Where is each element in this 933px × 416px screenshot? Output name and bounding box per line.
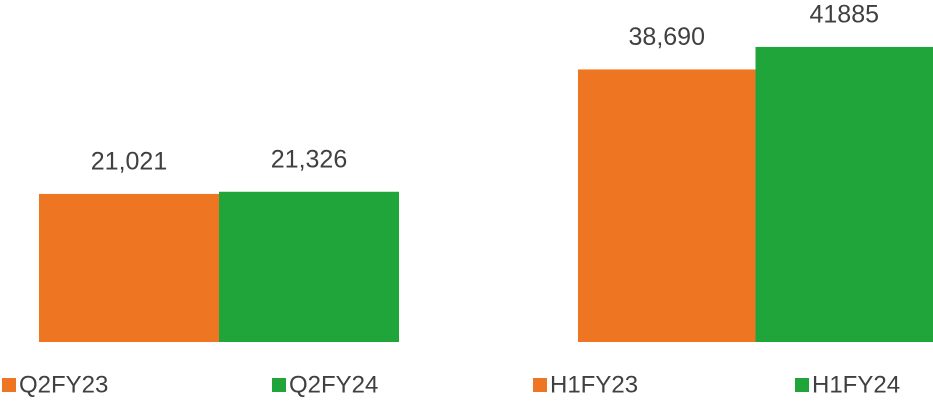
legend-label: Q2FY24 — [289, 371, 378, 398]
data-label: 21,326 — [271, 145, 347, 173]
bar — [755, 46, 933, 342]
legend-label: H1FY23 — [550, 371, 638, 398]
legend-swatch — [272, 378, 286, 392]
bar — [39, 193, 219, 342]
legend-label: Q2FY23 — [19, 371, 108, 398]
legend-swatch — [2, 378, 16, 392]
legend-swatch — [795, 378, 809, 392]
data-label: 38,690 — [629, 23, 705, 51]
legend-label: H1FY24 — [812, 371, 900, 398]
data-label: 41885 — [809, 1, 879, 29]
bar — [219, 191, 399, 342]
data-label: 21,021 — [91, 148, 167, 176]
bar — [578, 69, 756, 343]
legend-swatch — [533, 378, 547, 392]
